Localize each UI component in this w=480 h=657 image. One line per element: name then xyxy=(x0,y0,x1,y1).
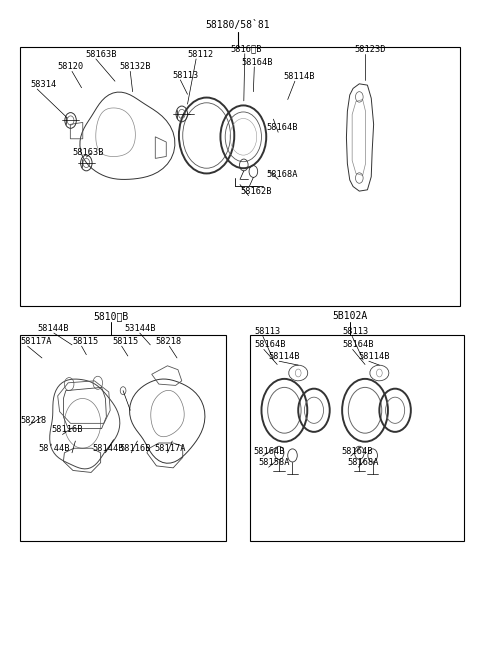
Text: 58164B: 58164B xyxy=(254,340,286,350)
Text: 58120: 58120 xyxy=(58,62,84,72)
Text: 58164B: 58164B xyxy=(266,124,298,132)
Text: 5B102A: 5B102A xyxy=(332,311,367,321)
Text: 58116B: 58116B xyxy=(51,426,83,434)
Bar xyxy=(250,335,464,541)
Text: 58114B: 58114B xyxy=(269,352,300,361)
Text: 58114B: 58114B xyxy=(283,72,314,81)
Text: 58314: 58314 xyxy=(30,80,56,89)
Text: 58158A: 58158A xyxy=(258,458,289,467)
Text: 5816ᴅB: 5816ᴅB xyxy=(230,45,262,54)
Bar xyxy=(21,335,226,541)
Text: 58163B: 58163B xyxy=(72,148,104,157)
Text: 58132B: 58132B xyxy=(120,62,151,72)
Text: 58180/58`81: 58180/58`81 xyxy=(205,20,270,30)
Text: 58164B: 58164B xyxy=(343,340,374,350)
Text: 58123D: 58123D xyxy=(355,45,386,54)
Text: 53144B: 53144B xyxy=(124,324,156,333)
Text: 58164B: 58164B xyxy=(241,58,273,67)
Text: 58112: 58112 xyxy=(188,50,214,59)
Text: 58113: 58113 xyxy=(254,327,281,336)
Text: 58218: 58218 xyxy=(155,337,181,346)
Text: 58144B: 58144B xyxy=(37,324,69,333)
Text: 58164B: 58164B xyxy=(253,447,285,456)
Text: 58ʹ44B: 58ʹ44B xyxy=(38,443,70,453)
Text: 58117A: 58117A xyxy=(21,337,52,346)
Text: 58115: 58115 xyxy=(112,337,138,346)
Text: 58164B: 58164B xyxy=(341,447,372,456)
Bar xyxy=(21,47,459,306)
Text: 58114B: 58114B xyxy=(359,352,390,361)
Text: 58117A: 58117A xyxy=(154,443,186,453)
Text: 58113: 58113 xyxy=(343,327,369,336)
Text: 58144B: 58144B xyxy=(92,443,123,453)
Text: 58168A: 58168A xyxy=(266,170,298,179)
Text: 58116B: 58116B xyxy=(120,443,151,453)
Text: 58168A: 58168A xyxy=(348,458,379,467)
Text: 58113: 58113 xyxy=(172,71,199,80)
Text: 58218: 58218 xyxy=(21,417,47,425)
Text: 58163B: 58163B xyxy=(85,50,117,59)
Text: 58162B: 58162B xyxy=(240,187,272,196)
Text: 5810ᴅB: 5810ᴅB xyxy=(94,311,129,321)
Text: 58115: 58115 xyxy=(72,337,98,346)
